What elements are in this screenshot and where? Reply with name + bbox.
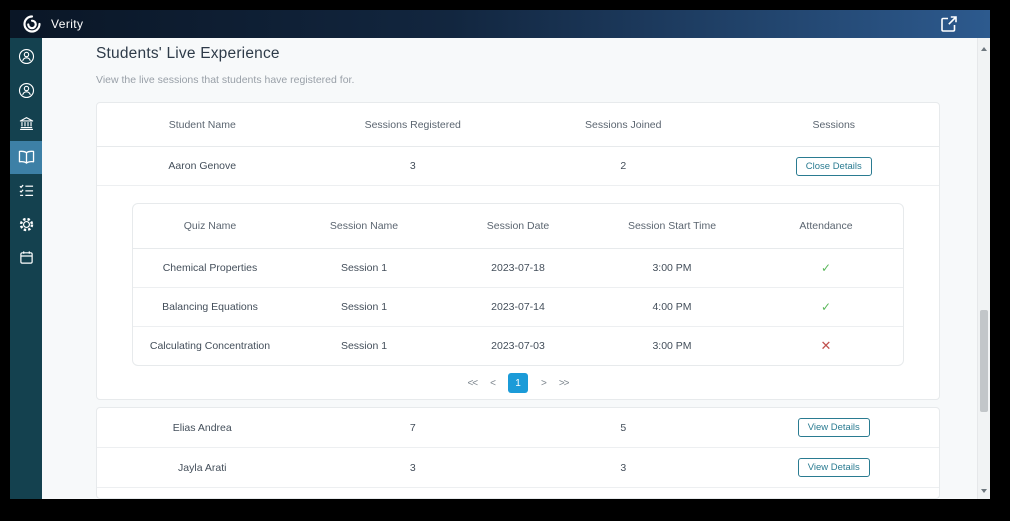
column-header: Session Start Time [627, 220, 717, 232]
quiz-name: Balancing Equations [162, 301, 258, 313]
scroll-down-arrow-icon[interactable] [981, 489, 987, 493]
session-date: 2023-07-18 [491, 262, 545, 274]
column-header: Sessions Registered [364, 118, 461, 131]
pagination-next-button[interactable]: > [541, 377, 547, 389]
sessions-registered: 7 [409, 421, 416, 434]
main-content: Students' Live Experience View the live … [42, 38, 977, 499]
quiz-name: Calculating Concentration [149, 340, 271, 352]
attendance-check-icon: ✓ [820, 300, 832, 314]
students-table-card-continued: Elias Andrea 7 5 View Details Jayla Arat… [96, 407, 940, 499]
scroll-up-arrow-icon[interactable] [981, 47, 987, 51]
pagination-prev-button[interactable]: < [490, 377, 496, 389]
sessions-joined: 3 [620, 461, 627, 474]
table-row-partial [97, 488, 939, 499]
sessions-joined: 5 [620, 421, 627, 434]
sidebar-item-live-experience[interactable] [10, 140, 42, 174]
sessions-registered: 3 [409, 461, 416, 474]
session-date: 2023-07-03 [491, 340, 545, 352]
column-header: Sessions Joined [585, 118, 662, 131]
session-date: 2023-07-14 [491, 301, 545, 313]
students-table-header: Student Name Sessions Registered Session… [97, 103, 939, 147]
column-header: Sessions [812, 118, 856, 131]
view-details-button[interactable]: View Details [797, 458, 870, 477]
sessions-table-header: Quiz Name Session Name Session Date Sess… [133, 204, 903, 249]
column-header: Session Date [486, 220, 550, 232]
scrollbar-thumb[interactable] [980, 310, 988, 412]
open-external-icon[interactable] [940, 15, 958, 33]
calendar-icon [19, 250, 34, 265]
table-row-expanded-student: Aaron Genove 3 2 Close Details [97, 147, 939, 186]
session-row: Chemical Properties Session 1 2023-07-18… [133, 249, 903, 288]
attendance-check-icon: ✓ [820, 261, 832, 275]
sidebar-item-students[interactable] [10, 40, 42, 74]
app-header: Verity [10, 10, 990, 38]
table-row-student: Jayla Arati 3 3 View Details [97, 448, 939, 488]
sidebar-item-institution[interactable] [10, 107, 42, 141]
pagination-first-button[interactable]: << [467, 377, 478, 389]
app-window: Verity [10, 10, 990, 499]
pagination: << < 1 > >> [97, 373, 939, 393]
view-details-button[interactable]: View Details [797, 418, 870, 437]
checklist-icon [18, 183, 35, 198]
quiz-name: Chemical Properties [162, 262, 258, 274]
session-name: Session 1 [340, 301, 388, 313]
table-row-student: Elias Andrea 7 5 View Details [97, 408, 939, 448]
attendance-cross-icon: ✕ [820, 338, 832, 353]
sidebar-item-calendar[interactable] [10, 241, 42, 275]
user-circle-alt-icon [18, 82, 35, 99]
column-header: Attendance [799, 220, 853, 232]
page-title: Students' Live Experience [96, 45, 280, 62]
page-subtitle: View the live sessions that students hav… [96, 74, 355, 86]
column-header: Student Name [168, 118, 236, 131]
sidebar-item-teachers[interactable] [10, 74, 42, 108]
session-start-time: 4:00 PM [652, 301, 692, 313]
column-header: Quiz Name [183, 220, 237, 232]
close-details-button[interactable]: Close Details [795, 156, 872, 176]
students-table-card: Student Name Sessions Registered Session… [96, 102, 940, 400]
student-name: Jayla Arati [178, 461, 227, 474]
open-book-icon [17, 150, 36, 165]
session-start-time: 3:00 PM [652, 340, 692, 352]
session-row: Balancing Equations Session 1 2023-07-14… [133, 288, 903, 327]
verity-logo-icon [22, 14, 42, 34]
sidebar-nav [10, 38, 42, 499]
sessions-registered: 3 [409, 160, 416, 172]
sessions-joined: 2 [620, 160, 627, 172]
user-circle-icon [18, 48, 35, 65]
gear-icon [18, 216, 35, 233]
pagination-last-button[interactable]: >> [558, 377, 570, 389]
session-name: Session 1 [340, 340, 388, 352]
sessions-table-card: Quiz Name Session Name Session Date Sess… [132, 203, 904, 366]
student-name: Aaron Genove [168, 160, 237, 172]
session-row: Calculating Concentration Session 1 2023… [133, 327, 903, 365]
app-title: Verity [51, 17, 84, 31]
column-header: Session Name [329, 220, 399, 232]
student-name: Elias Andrea [172, 421, 232, 434]
session-start-time: 3:00 PM [652, 262, 692, 274]
sidebar-item-tasks[interactable] [10, 174, 42, 208]
pagination-page-1-button[interactable]: 1 [508, 373, 528, 393]
sidebar-item-settings[interactable] [10, 208, 42, 242]
scrollbar [977, 38, 990, 499]
session-name: Session 1 [340, 262, 388, 274]
institution-icon [18, 115, 35, 132]
